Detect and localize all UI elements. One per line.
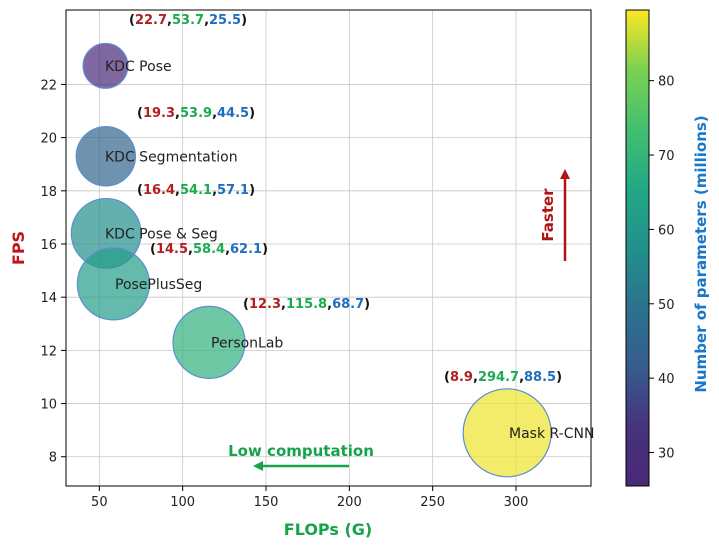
y-tick-label: 10	[40, 398, 57, 413]
bubble	[75, 126, 137, 187]
low-computation-annotation: Low computation	[228, 442, 374, 460]
colorbar-tick-label: 70	[658, 149, 675, 164]
x-tick-label: 50	[91, 495, 108, 510]
bubble-value-label: (14.5,58.4,62.1)	[150, 242, 268, 257]
bubble-value-label: (8.9,294.7,88.5)	[444, 370, 562, 385]
bubble-name-label: KDC Pose	[105, 59, 172, 75]
x-tick-label: 200	[337, 495, 362, 510]
y-tick-label: 8	[49, 451, 57, 466]
x-tick-label: 100	[170, 495, 195, 510]
bubble-name-label: KDC Pose & Seg	[105, 226, 218, 242]
x-tick-label: 300	[504, 495, 529, 510]
y-tick-label: 18	[40, 185, 57, 200]
colorbar-tick-label: 60	[658, 223, 675, 238]
bubble	[82, 42, 129, 89]
y-tick-label: 20	[40, 132, 57, 147]
bubble-name-label: Mask R-CNN	[509, 426, 594, 442]
colorbar-label: Number of parameters (millions)	[692, 115, 710, 392]
bubble	[462, 388, 552, 478]
bubble-name-label: PersonLab	[211, 335, 283, 351]
y-tick-label: 16	[40, 238, 57, 253]
point-labels: KDC Pose (22.7,53.7,25.5) KDC Segmentation…	[105, 13, 594, 442]
plot-frame	[65, 9, 592, 487]
bubble-value-label: (16.4,54.1,57.1)	[137, 183, 255, 198]
colorbar-ticks: 30 40 50 60 70 80	[649, 75, 675, 462]
bubble-name-label: PosePlusSeg	[115, 277, 202, 293]
bubble-value-label: (19.3,53.9,44.5)	[137, 106, 255, 121]
colorbar-tick-label: 80	[658, 75, 675, 90]
bubble	[76, 247, 150, 321]
y-axis-label: FPS	[9, 231, 28, 265]
colorbar-tick-label: 30	[658, 447, 675, 462]
y-tick-label: 22	[40, 78, 57, 93]
colorbar-tick-label: 40	[658, 372, 675, 387]
bubble-value-label: (22.7,53.7,25.5)	[129, 13, 247, 28]
x-tick-label: 250	[420, 495, 445, 510]
grid-lines	[66, 10, 591, 486]
y-tick-label: 14	[40, 291, 57, 306]
colorbar	[625, 9, 650, 487]
bubble-value-label: (12.3,115.8,68.7)	[243, 297, 370, 312]
axes: 50 100 150 200 250 300 8 10 12 14 16 18 20 22	[40, 78, 528, 510]
x-axis-label: FLOPs (G)	[284, 520, 372, 539]
faster-annotation: Faster	[539, 188, 557, 242]
x-tick-label: 150	[254, 495, 279, 510]
bubble-name-label: KDC Segmentation	[105, 149, 238, 165]
y-tick-label: 12	[40, 344, 57, 359]
colorbar-tick-label: 50	[658, 298, 675, 313]
bubble-layer	[70, 42, 552, 478]
bubble	[172, 305, 246, 380]
